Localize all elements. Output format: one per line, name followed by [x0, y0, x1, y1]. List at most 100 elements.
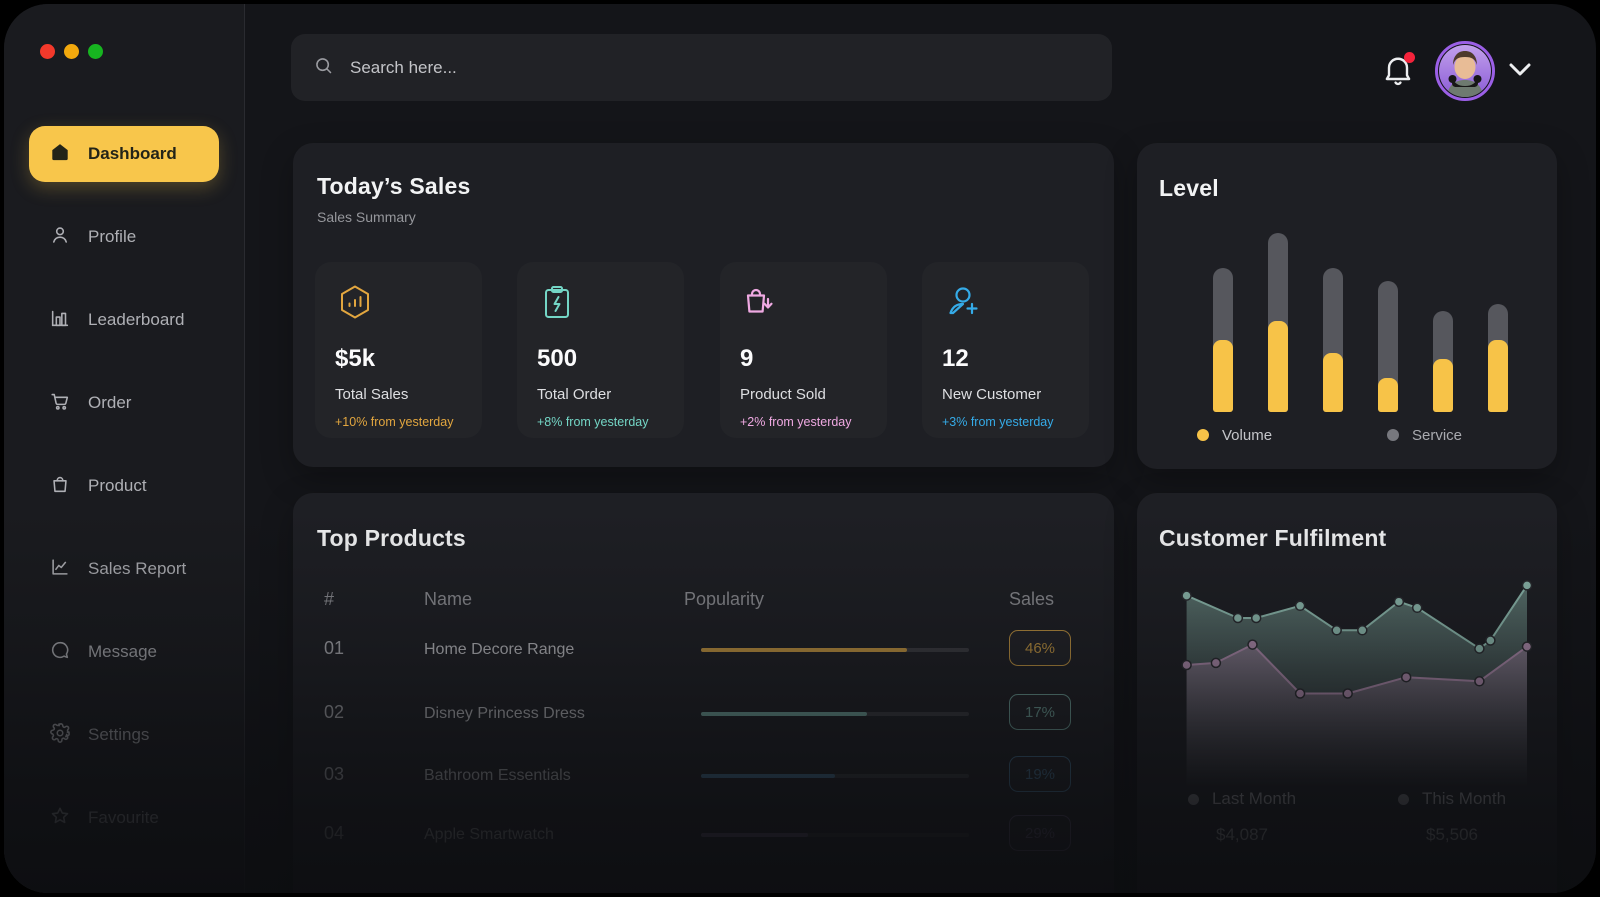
- notification-bell-icon[interactable]: [1380, 52, 1418, 90]
- chevron-down-icon[interactable]: [1508, 62, 1532, 83]
- popularity-track: [701, 712, 969, 716]
- stat-value: 500: [537, 345, 578, 372]
- data-point: [1294, 600, 1306, 612]
- stat-label: Total Order: [537, 386, 612, 403]
- app-window: Dashboard Profile Leaderboard Order: [4, 4, 1596, 893]
- search-input[interactable]: [348, 56, 1090, 79]
- stat-trend: +10% from yesterday: [335, 415, 454, 429]
- this-month-total: $5,506: [1425, 825, 1478, 844]
- row-number: 02: [324, 702, 345, 722]
- sidebar-item-dashboard[interactable]: Dashboard: [29, 126, 219, 182]
- col-sales: Sales: [1009, 589, 1055, 609]
- stat-trend: +8% from yesterday: [537, 415, 649, 429]
- volume-dot-icon: [1197, 429, 1209, 441]
- sidebar-item-label: Order: [88, 393, 132, 412]
- level-panel: Level Volume Service: [1137, 143, 1557, 469]
- data-point: [1393, 596, 1405, 607]
- stat-value: 12: [942, 345, 969, 372]
- data-point: [1411, 602, 1423, 614]
- stat-trend: +2% from yesterday: [740, 415, 852, 429]
- stat-card-new-customer: 12 New Customer +3% from yesterday: [922, 262, 1089, 438]
- todays-sales-subtitle: Sales Summary: [317, 209, 416, 225]
- search-icon: [313, 55, 334, 81]
- sidebar-item-favourite[interactable]: Favourite: [29, 792, 219, 844]
- level-title: Level: [1159, 175, 1219, 201]
- level-bar-volume: [1213, 339, 1233, 412]
- window-controls: [40, 44, 103, 59]
- sidebar-item-order[interactable]: Order: [29, 377, 219, 429]
- legend-last-month: Last Month $4,087: [1187, 789, 1296, 845]
- star-icon: [49, 805, 71, 832]
- bag-down-icon: [740, 288, 780, 326]
- table-row: 04 Apple Smartwatch 29%: [293, 815, 1114, 855]
- sidebar-item-label: Leaderboard: [88, 310, 185, 329]
- stat-trend: +3% from yesterday: [942, 415, 1054, 429]
- data-point: [1342, 688, 1353, 699]
- legend-volume: Volume: [1197, 427, 1387, 444]
- sidebar-divider: [244, 4, 245, 893]
- zoom-window-button[interactable]: [88, 44, 103, 59]
- user-plus-icon: [942, 287, 982, 326]
- sidebar-item-settings[interactable]: Settings: [29, 709, 219, 761]
- this-month-dot-icon: [1397, 794, 1409, 805]
- data-point: [1521, 641, 1533, 652]
- hexagon-chart-icon: [335, 285, 375, 326]
- sidebar-item-label: Product: [88, 476, 147, 495]
- data-point: [1181, 590, 1192, 601]
- sales-badge: 17%: [1009, 694, 1071, 730]
- stat-label: New Customer: [942, 386, 1042, 403]
- todays-sales-panel: Today’s Sales Sales Summary $5k Total Sa…: [293, 143, 1114, 467]
- customer-fulfilment-title: Customer Fulfilment: [1159, 525, 1387, 551]
- data-point: [1485, 635, 1496, 646]
- level-bar: [1323, 267, 1343, 412]
- stat-card-total-order: 500 Total Order +8% from yesterday: [517, 262, 684, 438]
- bar-chart-icon: [49, 307, 71, 334]
- chat-icon: [49, 639, 71, 666]
- data-point: [1521, 580, 1533, 591]
- sidebar-item-sales-report[interactable]: Sales Report: [29, 543, 219, 595]
- data-point: [1210, 657, 1222, 669]
- stat-card-total-sales: $5k Total Sales +10% from yesterday: [315, 262, 482, 438]
- popularity-track: [701, 648, 969, 652]
- sales-badge: 46%: [1009, 630, 1071, 666]
- level-bar: [1378, 280, 1398, 412]
- level-bar-volume: [1433, 358, 1453, 412]
- sales-badge: 19%: [1009, 756, 1071, 792]
- sidebar-item-message[interactable]: Message: [29, 626, 219, 678]
- stat-label: Product Sold: [740, 386, 826, 403]
- product-name: Home Decore Range: [424, 641, 575, 658]
- sidebar-item-product[interactable]: Product: [29, 460, 219, 512]
- table-row: 03 Bathroom Essentials 19%: [293, 756, 1114, 796]
- stat-value: 9: [740, 345, 754, 372]
- sidebar-item-profile[interactable]: Profile: [29, 211, 219, 263]
- search-bar: [291, 34, 1112, 101]
- popularity-fill: [701, 774, 835, 778]
- customer-fulfilment-panel: Customer Fulfilment Last Month $4,087 Th…: [1137, 493, 1557, 893]
- level-bar-chart: [1197, 222, 1527, 412]
- cart-icon: [49, 390, 71, 417]
- popularity-track: [701, 833, 969, 837]
- minimize-window-button[interactable]: [64, 44, 79, 59]
- notification-badge: [1404, 52, 1415, 63]
- top-products-panel: Top Products # Name Popularity Sales 01 …: [293, 493, 1114, 893]
- stat-value: $5k: [335, 345, 376, 372]
- row-number: 04: [324, 823, 345, 843]
- table-row: 02 Disney Princess Dress 17%: [293, 694, 1114, 734]
- data-point: [1181, 659, 1192, 671]
- row-number: 03: [324, 764, 345, 784]
- sales-badge: 29%: [1009, 815, 1071, 851]
- level-bar: [1213, 267, 1233, 412]
- level-bar: [1488, 303, 1508, 412]
- gear-icon: [49, 722, 71, 749]
- data-point: [1474, 676, 1485, 687]
- sidebar-item-leaderboard[interactable]: Leaderboard: [29, 294, 219, 346]
- data-point: [1294, 688, 1306, 699]
- close-window-button[interactable]: [40, 44, 55, 59]
- level-bar-volume: [1268, 320, 1288, 412]
- popularity-track: [701, 774, 969, 778]
- user-avatar[interactable]: [1435, 41, 1495, 101]
- last-month-dot-icon: [1187, 794, 1199, 805]
- sidebar: Dashboard Profile Leaderboard Order: [4, 4, 244, 893]
- level-bar-volume: [1488, 339, 1508, 412]
